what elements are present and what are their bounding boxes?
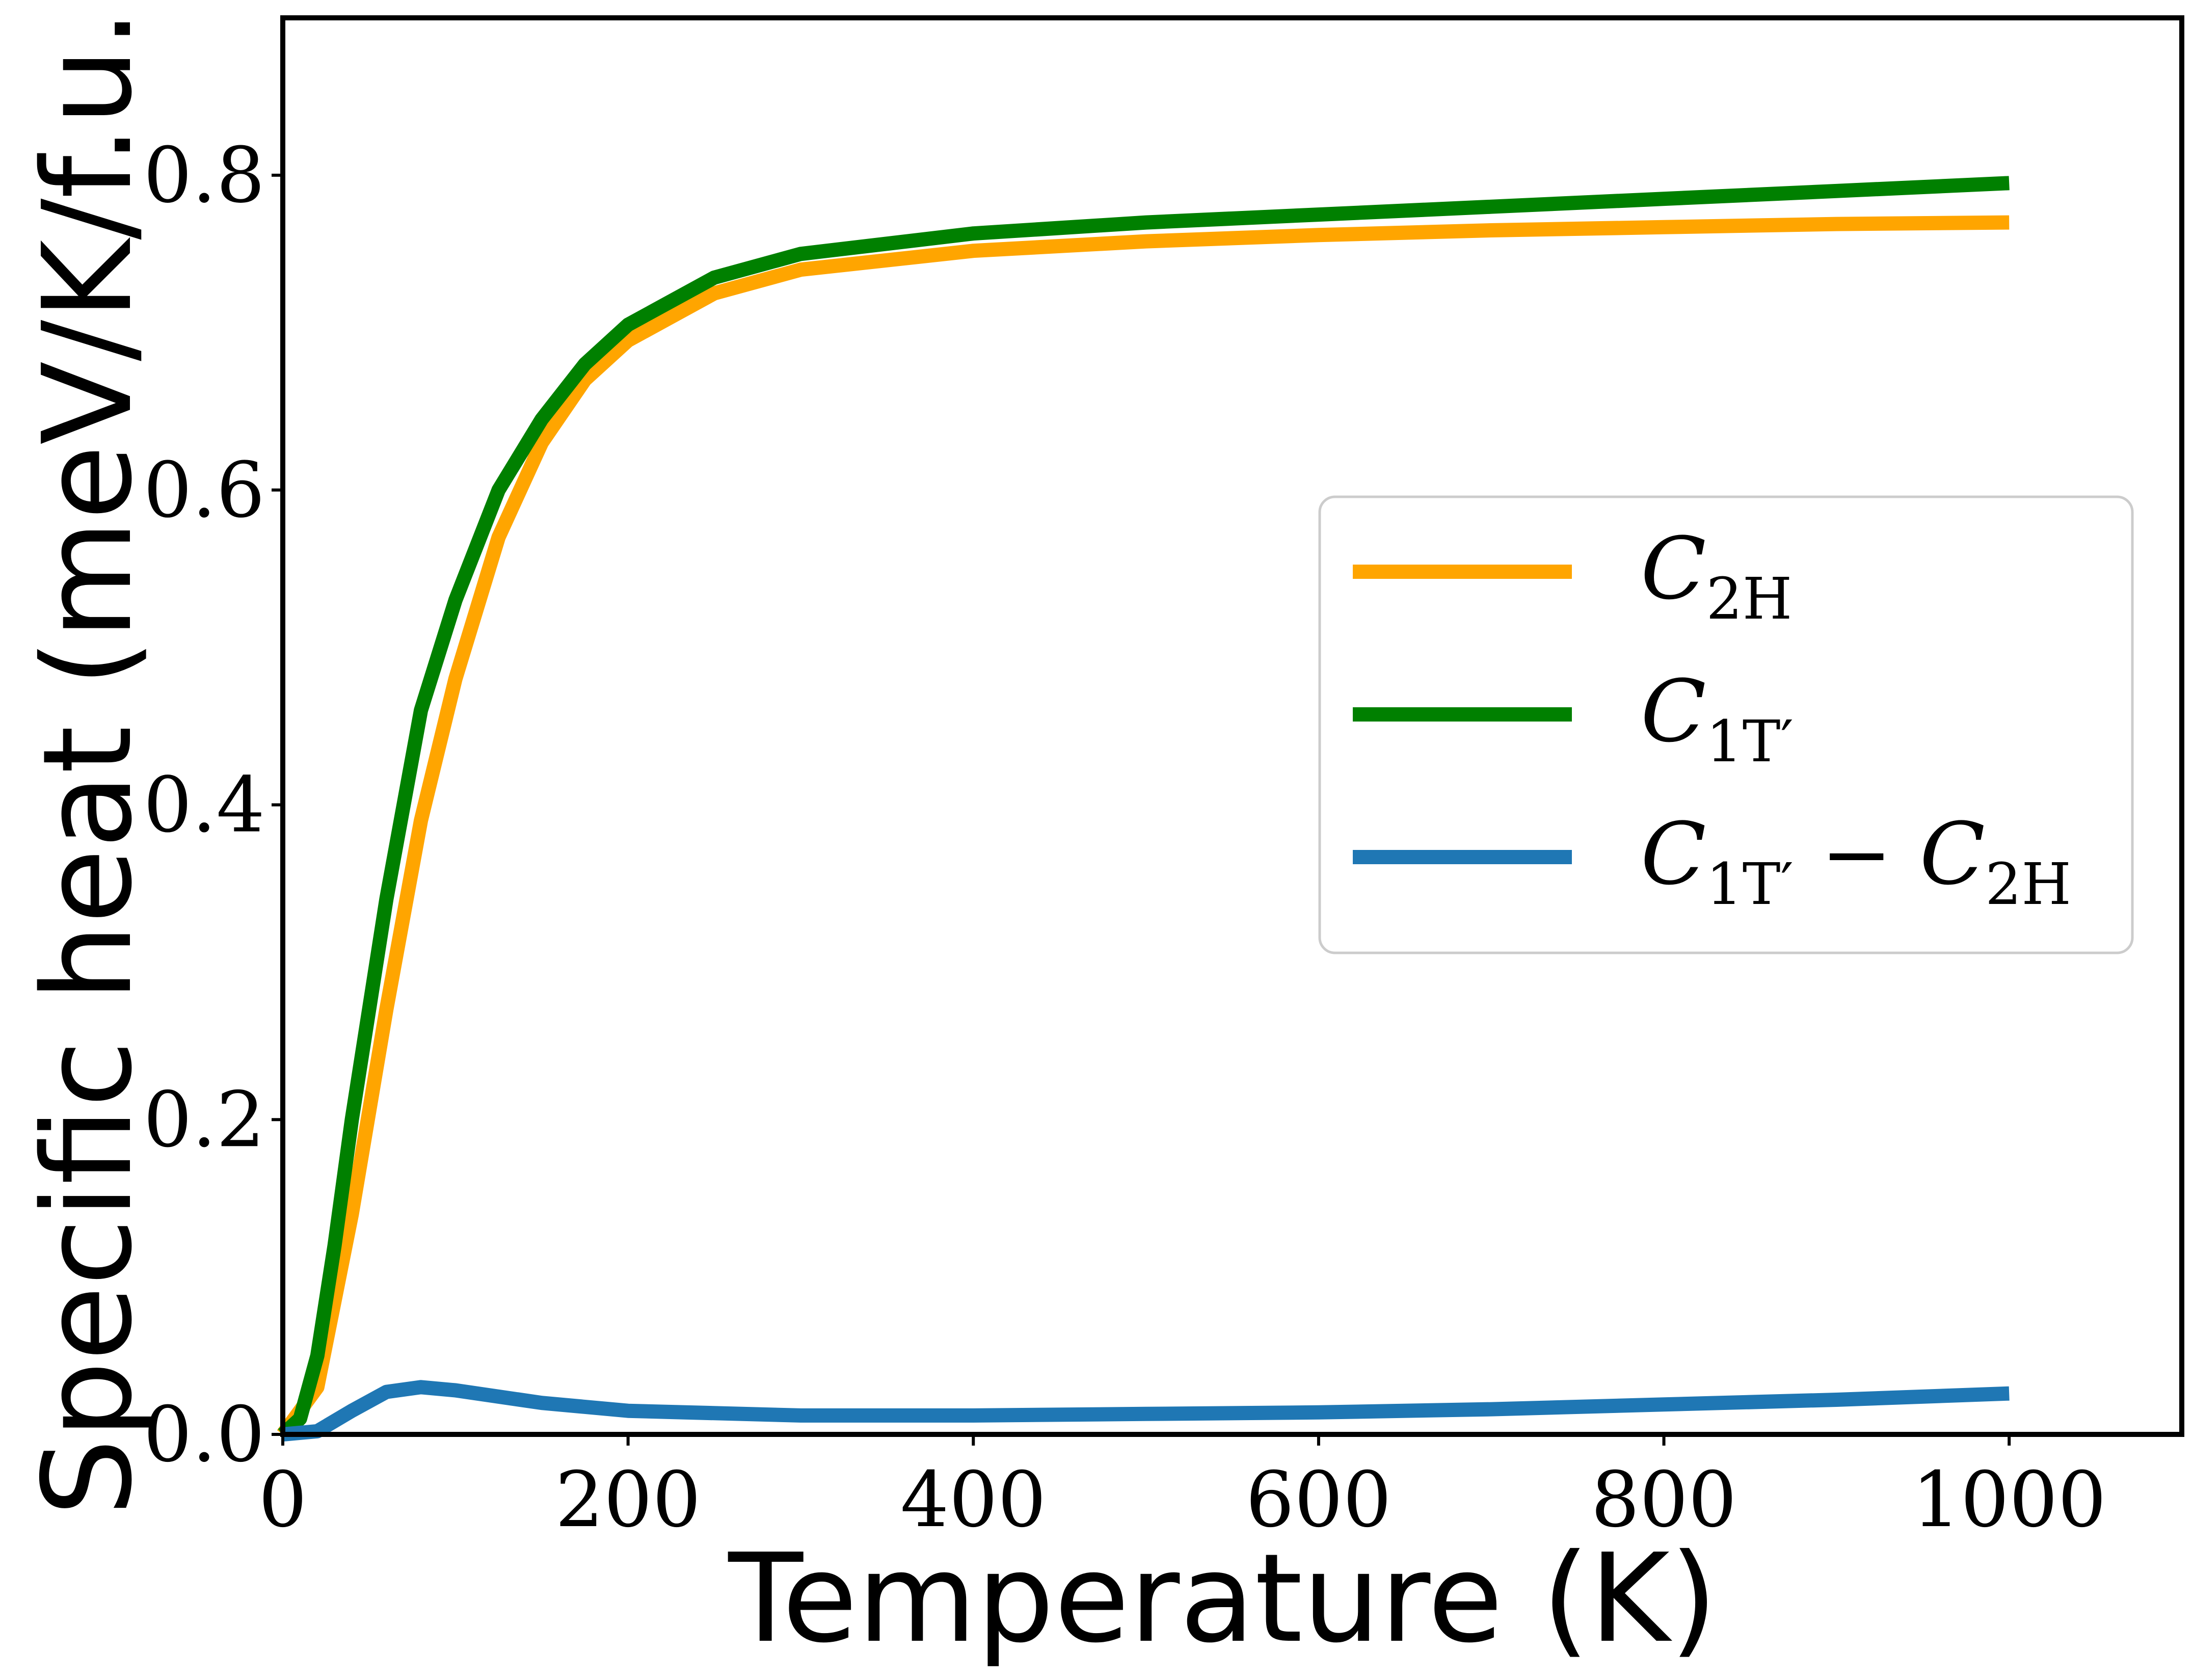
y-tick-label: 0.0: [143, 1391, 265, 1479]
x-tick-label: 400: [900, 1456, 1046, 1544]
x-tick-label: 200: [555, 1456, 701, 1544]
legend: C2H C1T′ C1T′ − C2H: [1318, 495, 2134, 954]
series-line-3: [282, 1380, 2010, 1442]
y-tick-label: 0.2: [143, 1076, 265, 1164]
plot-frame: [280, 15, 2184, 1437]
series-layer: [277, 176, 2010, 1442]
x-tick-label: 0: [258, 1456, 307, 1544]
x-axis-title: Temperature (K): [728, 1527, 1717, 1670]
legend-label-2: C1T′: [1641, 661, 1794, 775]
y-axis-title: Specific heat (meV/K/f.u.): [16, 0, 159, 1516]
x-axis-ticks: 0 200 400 600 800 1000: [258, 1434, 2106, 1544]
legend-box: [1318, 495, 2134, 954]
x-tick-label: 800: [1591, 1456, 1736, 1544]
x-tick-label: 1000: [1912, 1456, 2106, 1544]
series-line-1: [277, 215, 2010, 1439]
x-tick-label: 600: [1246, 1456, 1392, 1544]
series-line-2: [278, 176, 2010, 1440]
y-tick-label: 0.8: [143, 131, 265, 220]
legend-label-1: C2H: [1641, 519, 1792, 632]
y-tick-label: 0.4: [143, 761, 265, 849]
legend-label-3: C1T′ − C2H: [1641, 804, 2071, 918]
y-tick-label: 0.6: [143, 446, 265, 535]
y-axis-ticks: 0.0 0.2 0.4 0.6 0.8: [143, 131, 283, 1479]
